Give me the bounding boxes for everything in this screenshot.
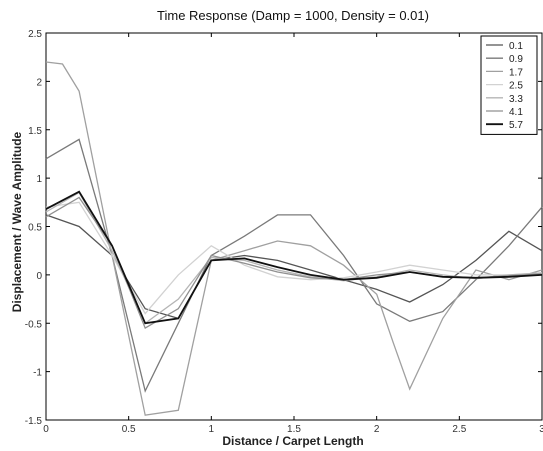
x-tick-label: 1.5 [287, 424, 301, 435]
legend-entry-label: 3.3 [509, 94, 523, 105]
series-line-5.7 [45, 190, 543, 325]
x-tick-label: 0.5 [122, 424, 136, 435]
y-tick-label: 0 [36, 271, 42, 282]
series-line-0.9 [45, 138, 543, 393]
chart-title: Time Response (Damp = 1000, Density = 0.… [157, 8, 429, 23]
legend: 0.1 0.9 1.7 2.5 3.3 4.1 5.7 [480, 35, 538, 135]
x-axis-label: Distance / Carpet Length [222, 434, 363, 448]
y-tick-label: -1.5 [25, 416, 43, 427]
x-tick-label: 2.5 [452, 424, 466, 435]
y-tick-label: 1.5 [28, 126, 42, 137]
series-lines [45, 61, 543, 416]
y-tick-label: 0.5 [28, 223, 42, 234]
legend-entry-label: 4.1 [509, 107, 523, 118]
legend-entry-label: 0.1 [509, 41, 523, 52]
x-tick-label: 3 [539, 424, 543, 435]
y-tick-label: -1 [33, 368, 42, 379]
legend-entry-label: 0.9 [509, 54, 523, 65]
y-tick-label: 2 [36, 77, 42, 88]
x-tick-label: 2 [374, 424, 380, 435]
axis-ticks: 0 0.5 1 1.5 2 2.5 3 -1.5 -1 -0.5 0 0.5 1 1.5 2 2.5 [25, 29, 543, 435]
x-tick-label: 0 [43, 424, 49, 435]
legend-entry-label: 2.5 [509, 81, 523, 92]
x-tick-label: 1 [209, 424, 215, 435]
y-axis-label: Displacement / Wave Amplitude [10, 131, 24, 312]
y-tick-label: 1 [36, 174, 42, 185]
series-line-1.7 [45, 61, 543, 416]
y-tick-label: -0.5 [25, 319, 43, 330]
legend-entry-label: 1.7 [509, 67, 523, 78]
y-tick-label: 2.5 [28, 29, 42, 40]
legend-entry-label: 5.7 [509, 120, 523, 131]
